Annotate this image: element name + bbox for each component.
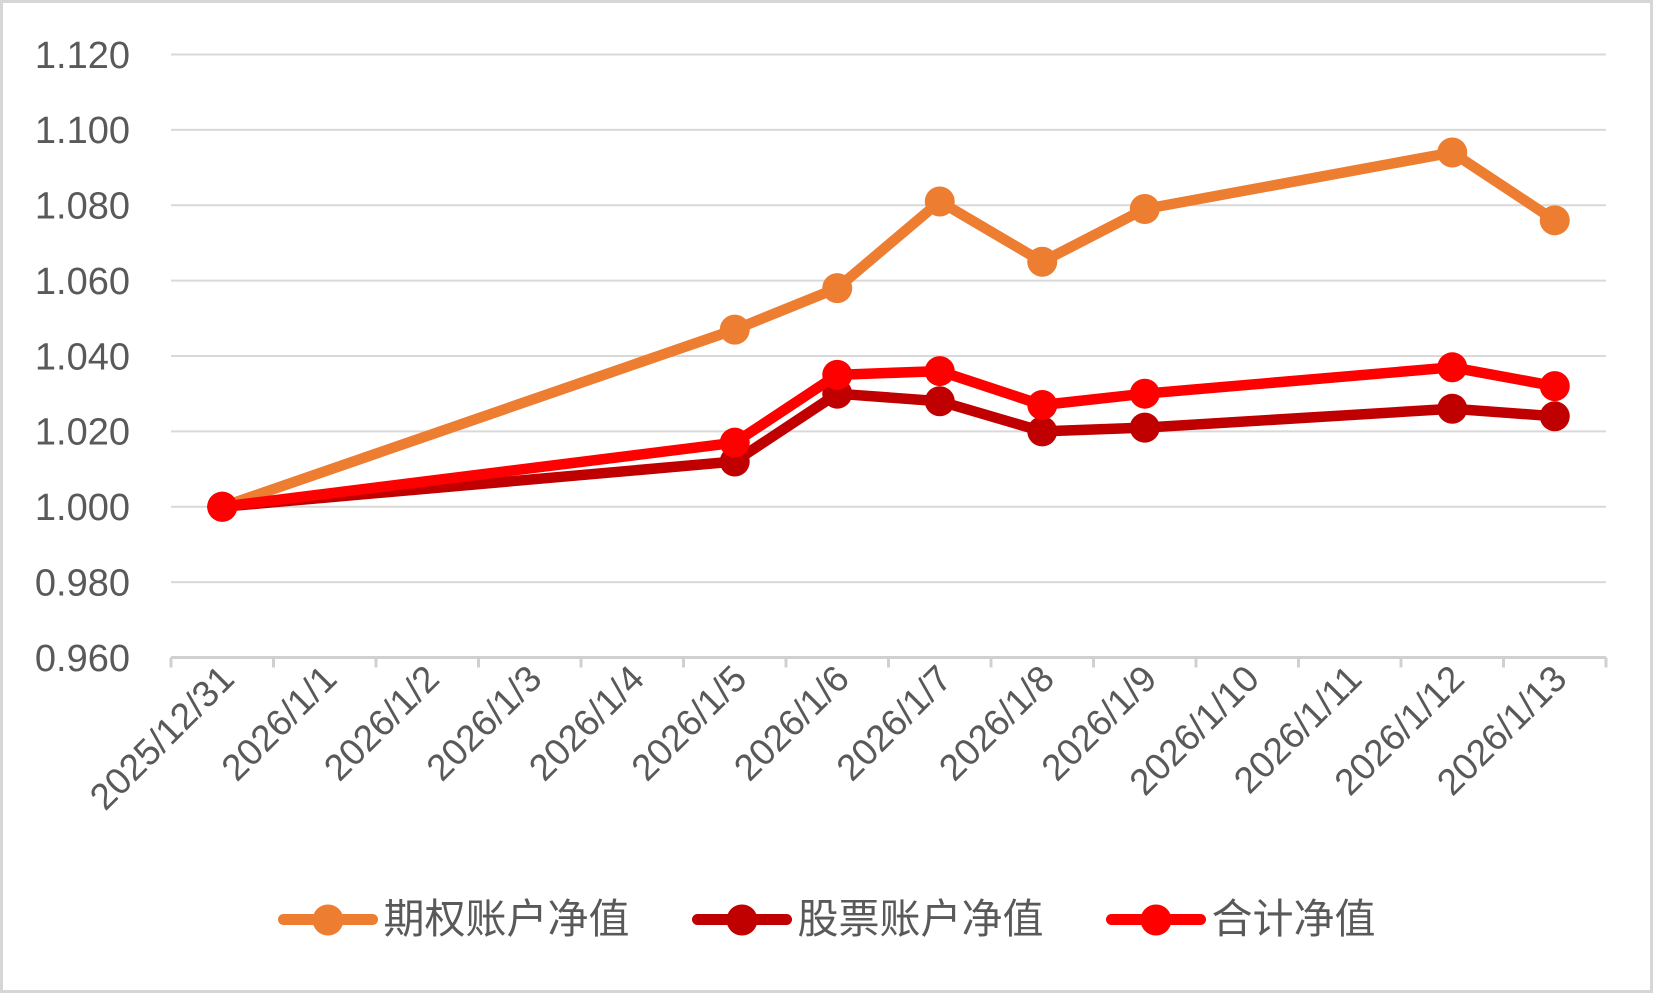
legend-line-marker-orange	[277, 904, 378, 935]
legend-line-marker-darkred	[691, 904, 792, 935]
legend-dot-icon	[312, 904, 343, 935]
y-axis-tick-label: 0.980	[35, 562, 130, 604]
data-point-marker	[924, 356, 955, 387]
data-point-marker	[1437, 137, 1468, 168]
data-point-marker	[719, 314, 750, 345]
legend-item-option-account: 期权账户净值	[277, 896, 630, 942]
y-axis-tick-label: 1.060	[35, 261, 130, 303]
series-line	[217, 388, 1560, 512]
x-axis-tick-label: 2025/12/31	[82, 658, 242, 818]
data-point-marker	[1027, 389, 1058, 420]
y-axis-tick-label: 1.100	[35, 110, 130, 152]
chart-legend: 期权账户净值 股票账户净值 合计净值	[3, 899, 1650, 940]
legend-dot-icon	[1140, 904, 1171, 935]
legend-label-total: 合计净值	[1211, 896, 1376, 942]
data-point-marker	[822, 273, 853, 304]
series-line	[217, 362, 1560, 512]
y-axis-tick-label: 0.960	[35, 638, 130, 680]
y-axis-tick-label: 1.080	[35, 186, 130, 228]
data-point-marker	[822, 359, 853, 390]
data-point-marker	[1027, 246, 1058, 277]
data-point-marker	[1129, 412, 1160, 443]
data-point-marker	[924, 386, 955, 417]
data-point-marker	[719, 427, 750, 458]
legend-label-option-account: 期权账户净值	[383, 896, 630, 942]
net-value-line-chart: 0.960 0.980 1.000 1.020 1.040 1.060 1.080 1.100…	[35, 35, 1608, 818]
y-axis-tick-label: 1.040	[35, 336, 130, 378]
data-point-marker	[1539, 401, 1570, 432]
data-point-marker	[1027, 416, 1058, 447]
y-axis-tick-label: 1.020	[35, 412, 130, 454]
legend-dot-icon	[726, 904, 757, 935]
legend-line-marker-red	[1105, 904, 1206, 935]
legend-item-stock-account: 股票账户净值	[691, 896, 1044, 942]
y-axis-tick-label: 1.120	[35, 35, 130, 77]
data-point-marker	[1539, 205, 1570, 236]
data-point-marker	[924, 186, 955, 217]
data-point-marker	[1437, 352, 1468, 383]
data-point-marker	[1129, 378, 1160, 409]
data-point-marker	[1539, 371, 1570, 402]
data-point-marker	[1437, 393, 1468, 424]
data-point-marker	[207, 491, 238, 522]
data-point-marker	[1129, 194, 1160, 225]
legend-item-total: 合计净值	[1105, 896, 1376, 942]
y-axis-tick-label: 1.000	[35, 487, 130, 529]
legend-label-stock-account: 股票账户净值	[797, 896, 1044, 942]
series-line	[217, 147, 1560, 512]
